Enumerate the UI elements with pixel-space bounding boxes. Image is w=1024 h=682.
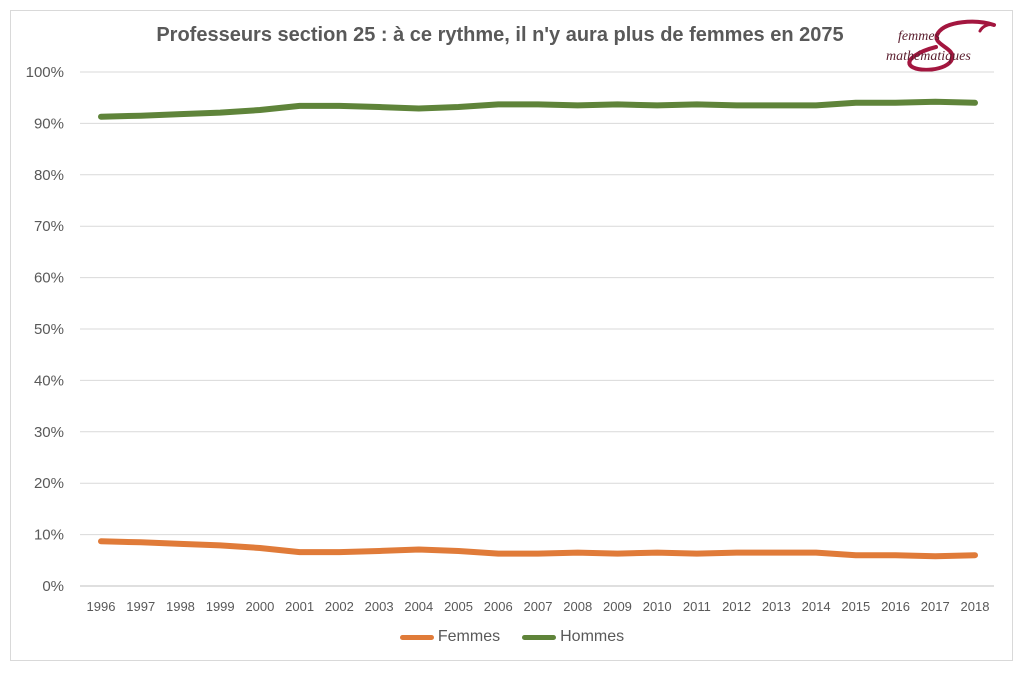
- y-tick-label: 10%: [34, 527, 64, 544]
- legend-item-hommes: Hommes: [522, 628, 624, 646]
- y-tick-label: 70%: [34, 218, 64, 235]
- x-axis-ticks: 1996 1997 1998 1999 2000 2001 2002 2003 2004 2005…: [87, 599, 990, 614]
- x-tick-label: 2008: [563, 599, 592, 614]
- y-tick-label: 80%: [34, 167, 64, 184]
- y-tick-label: 0%: [42, 578, 64, 595]
- x-tick-label: 1998: [166, 599, 195, 614]
- x-tick-label: 1996: [87, 599, 116, 614]
- series-lines: [98, 98, 978, 560]
- x-tick-label: 2000: [245, 599, 274, 614]
- legend-label-hommes: Hommes: [560, 628, 625, 645]
- x-tick-label: 2012: [722, 599, 751, 614]
- y-tick-label: 100%: [26, 64, 64, 81]
- x-tick-label: 2001: [285, 599, 314, 614]
- legend-swatch-femmes: [399, 634, 434, 640]
- x-tick-label: 2018: [961, 599, 990, 614]
- series-line-hommes: [98, 98, 978, 120]
- y-tick-label: 40%: [34, 372, 64, 389]
- y-tick-label: 90%: [34, 115, 64, 132]
- x-tick-label: 2002: [325, 599, 354, 614]
- x-tick-label: 2005: [444, 599, 473, 614]
- femmes-mathematiques-logo: femmes mathématiques: [876, 17, 1006, 77]
- y-tick-label: 60%: [34, 270, 64, 287]
- x-tick-label: 2011: [683, 599, 711, 614]
- grid-lines: [80, 71, 994, 587]
- x-tick-label: 2013: [762, 599, 791, 614]
- x-tick-label: 2009: [603, 599, 632, 614]
- x-tick-label: 2003: [365, 599, 394, 614]
- x-tick-label: 1997: [126, 599, 155, 614]
- x-tick-label: 2010: [643, 599, 672, 614]
- legend-swatch-hommes: [522, 634, 557, 640]
- legend-label-femmes: Femmes: [437, 628, 501, 645]
- logo-text-femmes: femmes: [898, 29, 940, 44]
- x-tick-label: 2016: [881, 599, 910, 614]
- y-tick-label: 30%: [34, 424, 64, 441]
- x-tick-label: 2006: [484, 599, 513, 614]
- series-line-femmes: [98, 538, 978, 560]
- legend-item-femmes: Femmes: [399, 628, 501, 646]
- logo-text-mathematiques: mathématiques: [886, 49, 971, 64]
- x-tick-label: 2015: [841, 599, 870, 614]
- x-tick-label: 2007: [524, 599, 553, 614]
- x-tick-label: 2004: [404, 599, 433, 614]
- chart-title: Professeurs section 25 : à ce rythme, il…: [156, 24, 844, 46]
- x-tick-label: 1999: [206, 599, 235, 614]
- y-axis-ticks: 0% 10% 20% 30% 40% 50% 60% 70% 80% 90% 100%: [26, 64, 64, 595]
- x-tick-label: 2014: [802, 599, 831, 614]
- y-tick-label: 50%: [34, 321, 64, 338]
- logo-glyph: [907, 19, 996, 72]
- x-tick-label: 2017: [921, 599, 950, 614]
- legend: Femmes Hommes: [0, 628, 1024, 646]
- y-tick-label: 20%: [34, 475, 64, 492]
